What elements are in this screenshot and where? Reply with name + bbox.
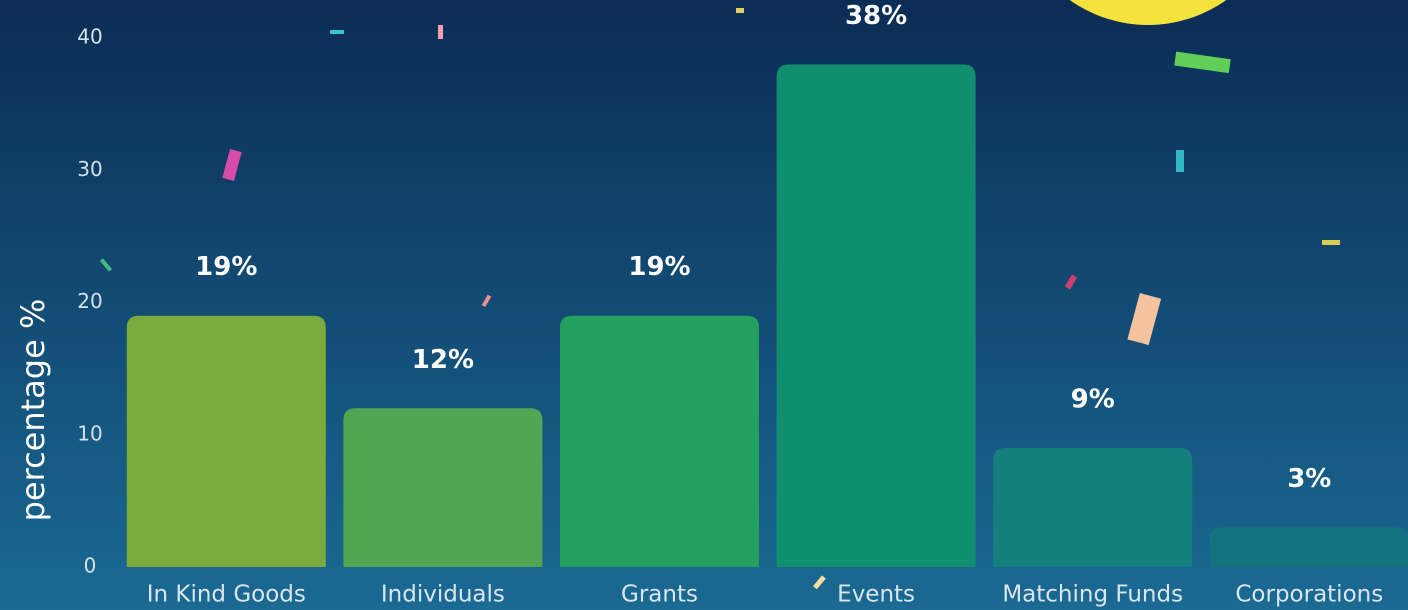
y-tick-label: 20: [77, 289, 102, 313]
chart: percentage % 0 10 20 30 40 19% In Kind Goods 12…: [0, 0, 1408, 610]
bar: [560, 316, 759, 567]
bar: [343, 408, 542, 567]
value-label: 19%: [628, 252, 690, 282]
x-tick-label: Matching Funds: [1002, 582, 1183, 608]
bar: [127, 316, 326, 567]
x-tick-label: In Kind Goods: [147, 582, 306, 608]
value-label: 19%: [195, 252, 257, 282]
y-axis-label: percentage %: [14, 299, 52, 522]
page: percentage % 0 10 20 30 40 19% In Kind Goods 12…: [0, 0, 1408, 610]
x-tick-label: Corporations: [1235, 582, 1383, 608]
value-label: 38%: [845, 1, 907, 31]
y-tick-label: 0: [84, 554, 97, 578]
y-tick-label: 10: [77, 421, 102, 445]
x-tick-label: Grants: [621, 582, 698, 608]
value-label: 3%: [1287, 464, 1331, 494]
bar: [1210, 527, 1408, 567]
value-label: 12%: [412, 345, 474, 375]
y-tick-label: 30: [77, 157, 102, 181]
bar: [993, 448, 1192, 567]
bar: [777, 64, 976, 567]
x-tick-label: Events: [837, 582, 915, 608]
x-tick-label: Individuals: [381, 582, 505, 608]
value-label: 9%: [1071, 384, 1115, 414]
y-tick-label: 40: [77, 25, 102, 49]
